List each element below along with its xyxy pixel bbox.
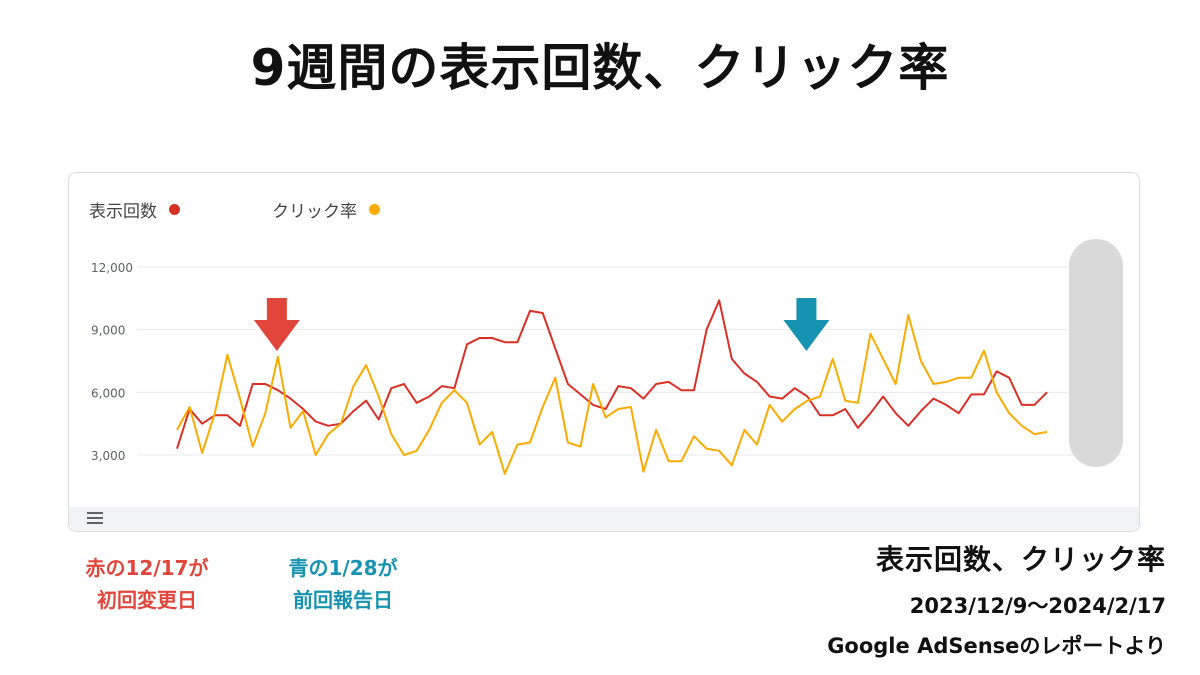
- legend-item-ctr[interactable]: クリック率: [272, 197, 380, 222]
- note-red-line-2: 初回変更日: [97, 588, 197, 612]
- legend-item-impressions[interactable]: 表示回数: [89, 197, 180, 222]
- y-tick-label-1: 9,000: [91, 324, 125, 338]
- line-chart: 12,0009,0006,0003,00012月9日12月23日1月6日1月20…: [91, 261, 1121, 475]
- note-blue-line-2: 前回報告日: [293, 588, 393, 612]
- credit-source: Google AdSenseのレポートより: [827, 634, 1166, 658]
- blue-arrow-icon: [783, 298, 830, 351]
- legend-dot-impressions: [169, 204, 180, 215]
- y-tick-label-0: 12,000: [91, 261, 133, 275]
- legend-label-ctr: クリック率: [272, 202, 357, 222]
- y-tick-label-2: 6,000: [91, 386, 125, 400]
- y-tick-label-3: 3,000: [91, 449, 125, 463]
- chart-card: 表示回数 クリック率 12,0009,0006,0003,00012月9日12月…: [68, 172, 1140, 532]
- note-blue-line-1: 青の1/28が: [288, 556, 398, 580]
- credit-date-range: 2023/12/9～2024/2/17: [909, 594, 1166, 618]
- series-line-ctr: [176, 314, 1048, 475]
- legend-dot-ctr: [369, 204, 380, 215]
- chart-legend: 表示回数 クリック率: [89, 197, 472, 222]
- x-axis-strip: [69, 507, 1139, 531]
- note-last-report: 青の1/28が 前回報告日: [248, 552, 438, 616]
- series-line-impressions: [176, 299, 1048, 450]
- red-arrow-icon: [253, 298, 300, 351]
- credit-title: 表示回数、クリック率: [875, 543, 1166, 576]
- scrollbar-handle[interactable]: [1069, 239, 1123, 467]
- legend-label-impressions: 表示回数: [89, 202, 157, 222]
- note-red-line-1: 赤の12/17が: [85, 556, 209, 580]
- page-title: 9週間の表示回数、クリック率: [250, 39, 950, 97]
- menu-icon[interactable]: [87, 512, 103, 526]
- note-first-change: 赤の12/17が 初回変更日: [52, 552, 242, 616]
